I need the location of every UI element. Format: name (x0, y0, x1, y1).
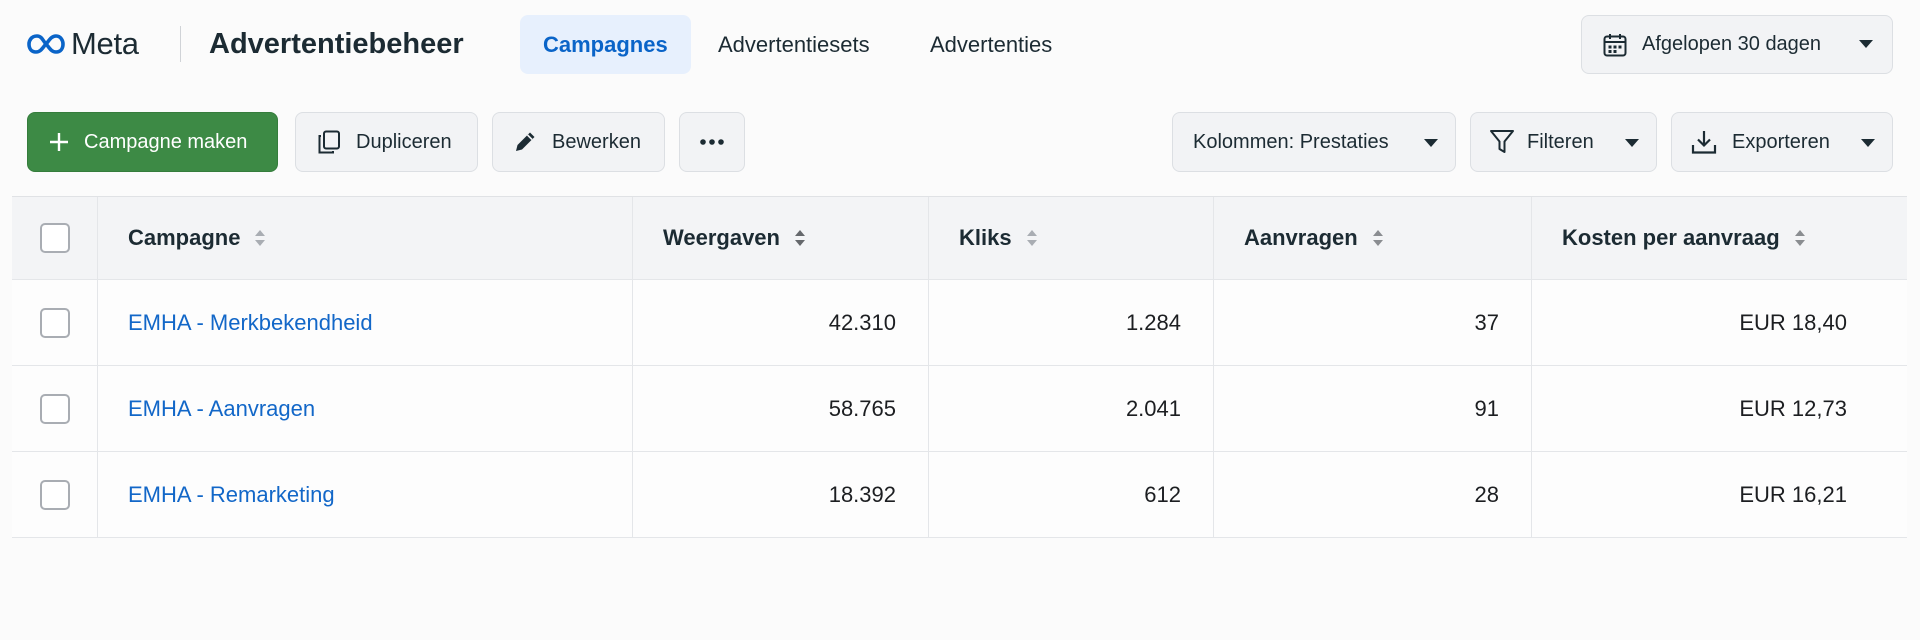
export-label: Exporteren (1732, 130, 1830, 153)
pencil-icon (512, 129, 538, 155)
impressions-cell: 18.392 (633, 452, 929, 537)
row-checkbox-cell (12, 366, 98, 451)
column-header-requests[interactable]: Aanvragen (1214, 197, 1532, 279)
column-header-label: Campagne (128, 225, 241, 250)
filter-icon (1489, 128, 1515, 156)
meta-infinity-icon (27, 33, 65, 55)
requests-cell: 28 (1214, 452, 1532, 537)
clicks-cell: 612 (929, 452, 1214, 537)
campaign-name-cell: EMHA - Remarketing (98, 452, 633, 537)
caret-down-icon (1860, 137, 1876, 149)
download-icon (1690, 128, 1718, 156)
cost-per-request-cell: EUR 16,21 (1739, 481, 1847, 507)
clicks-cell: 1.284 (929, 280, 1214, 365)
tab-ads[interactable]: Advertenties (930, 32, 1053, 57)
more-icon (699, 138, 725, 146)
duplicate-label: Dupliceren (356, 130, 452, 153)
logo-text: Meta (71, 26, 139, 61)
create-campaign-label: Campagne maken (84, 130, 248, 153)
column-header-label: Aanvragen (1244, 225, 1358, 250)
columns-dropdown[interactable]: Kolommen: Prestaties (1172, 112, 1456, 172)
row-checkbox-cell (12, 452, 98, 537)
table-row[interactable]: EMHA - Aanvragen 58.765 2.041 91 EUR 12,… (12, 366, 1907, 452)
campaign-name-cell: EMHA - Merkbekendheid (98, 280, 633, 365)
cost-per-request-cell: EUR 12,73 (1739, 395, 1847, 421)
requests-cell: 91 (1214, 366, 1532, 451)
filter-button[interactable]: Filteren (1470, 112, 1657, 172)
table-row[interactable]: EMHA - Remarketing 18.392 612 28 EUR 16,… (12, 452, 1907, 538)
impressions-cell: 42.310 (633, 280, 929, 365)
duplicate-icon (316, 129, 342, 155)
table-row[interactable]: EMHA - Merkbekendheid 42.310 1.284 37 EU… (12, 280, 1907, 366)
row-checkbox-cell (12, 280, 98, 365)
row-checkbox[interactable] (39, 393, 70, 424)
duplicate-button[interactable]: Dupliceren (295, 112, 478, 172)
campaign-link[interactable]: EMHA - Remarketing (128, 481, 335, 507)
edit-label: Bewerken (552, 130, 641, 153)
columns-label: Kolommen: Prestaties (1193, 130, 1389, 153)
column-header-campaign[interactable]: Campagne (98, 197, 633, 279)
header-divider (180, 26, 181, 62)
campaign-link[interactable]: EMHA - Aanvragen (128, 395, 316, 421)
sort-icon[interactable] (254, 227, 266, 249)
date-range-label: Afgelopen 30 dagen (1642, 33, 1822, 55)
impressions-cell: 58.765 (633, 366, 929, 451)
select-all-checkbox[interactable] (39, 223, 70, 253)
tab-ad-sets[interactable]: Advertentiesets (718, 32, 870, 57)
column-header-label: Weergaven (663, 225, 780, 250)
requests-cell: 37 (1214, 280, 1532, 365)
date-range-picker[interactable]: Afgelopen 30 dagen (1581, 15, 1893, 74)
edit-button[interactable]: Bewerken (492, 112, 665, 172)
top-header: Meta Advertentiebeheer Campagnes Adverte… (0, 0, 1920, 88)
sort-icon[interactable] (1372, 227, 1384, 249)
campaigns-table: Campagne Weergaven Kliks Aanvragen Koste… (12, 196, 1907, 538)
tab-campaigns[interactable]: Campagnes (520, 15, 691, 74)
create-campaign-button[interactable]: Campagne maken (27, 112, 278, 172)
sort-icon[interactable] (1026, 227, 1038, 249)
caret-down-icon (1858, 38, 1874, 50)
meta-logo[interactable]: Meta (27, 24, 139, 64)
campaign-link[interactable]: EMHA - Merkbekendheid (128, 309, 373, 335)
sort-icon[interactable] (1794, 227, 1806, 249)
plus-icon (48, 131, 70, 153)
column-header-label: Kosten per aanvraag (1562, 225, 1780, 250)
row-checkbox[interactable] (39, 479, 70, 510)
more-actions-button[interactable] (679, 112, 745, 172)
cost-per-request-cell: EUR 18,40 (1739, 309, 1847, 335)
table-header-row: Campagne Weergaven Kliks Aanvragen Koste… (12, 196, 1907, 280)
app-title: Advertentiebeheer (209, 28, 464, 60)
row-checkbox[interactable] (39, 307, 70, 338)
column-header-label: Kliks (959, 225, 1012, 250)
calendar-icon (1602, 32, 1628, 58)
export-button[interactable]: Exporteren (1671, 112, 1893, 172)
caret-down-icon (1624, 137, 1640, 149)
header-checkbox-cell (12, 197, 98, 279)
sort-icon[interactable] (794, 227, 806, 249)
column-header-cost-per-request[interactable]: Kosten per aanvraag (1532, 197, 1907, 279)
campaign-name-cell: EMHA - Aanvragen (98, 366, 633, 451)
clicks-cell: 2.041 (929, 366, 1214, 451)
column-header-clicks[interactable]: Kliks (929, 197, 1214, 279)
column-header-impressions[interactable]: Weergaven (633, 197, 929, 279)
filter-label: Filteren (1527, 130, 1594, 153)
caret-down-icon (1423, 137, 1439, 149)
